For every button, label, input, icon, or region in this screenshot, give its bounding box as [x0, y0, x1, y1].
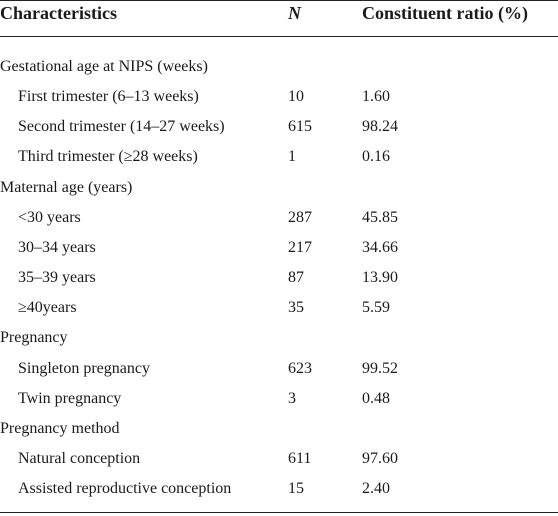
header-characteristics: Characteristics — [0, 3, 117, 23]
row-n: 10 — [288, 88, 304, 106]
row-n: 3 — [288, 389, 296, 407]
row-ratio: 1.60 — [362, 88, 390, 106]
row-n: 217 — [288, 238, 312, 256]
top-rule — [0, 0, 558, 1]
row-n: 287 — [288, 208, 312, 226]
row-ratio: 34.66 — [362, 238, 398, 256]
header-ratio: Constituent ratio (%) — [362, 3, 528, 23]
row-label: First trimester (6–13 weeks) — [18, 88, 199, 106]
row-ratio: 5.59 — [362, 299, 390, 317]
row-ratio: 2.40 — [362, 480, 390, 498]
row-label: Singleton pregnancy — [18, 359, 150, 377]
row-label: Third trimester (≥28 weeks) — [18, 148, 198, 166]
row-label: Assisted reproductive conception — [18, 480, 232, 498]
row-label: ≥40years — [18, 299, 77, 317]
row-label: <30 years — [18, 208, 81, 226]
group-label: Pregnancy — [0, 329, 68, 347]
row-n: 87 — [288, 269, 304, 287]
row-n: 615 — [288, 118, 312, 136]
group-label: Maternal age (years) — [0, 178, 133, 196]
header-n: N — [288, 3, 301, 23]
row-label: 35–39 years — [18, 269, 96, 287]
row-ratio: 0.16 — [362, 148, 390, 166]
group-label: Pregnancy method — [0, 419, 120, 437]
row-n: 15 — [288, 480, 304, 498]
row-label: Twin pregnancy — [18, 389, 122, 407]
bottom-rule — [0, 512, 558, 513]
header-rule — [0, 36, 558, 37]
row-n: 1 — [288, 148, 296, 166]
row-label: Second trimester (14–27 weeks) — [18, 118, 225, 136]
row-ratio: 0.48 — [362, 389, 390, 407]
row-label: 30–34 years — [18, 238, 96, 256]
row-ratio: 45.85 — [362, 208, 398, 226]
row-n: 623 — [288, 359, 312, 377]
row-ratio: 97.60 — [362, 449, 398, 467]
row-n: 35 — [288, 299, 304, 317]
row-ratio: 99.52 — [362, 359, 398, 377]
group-label: Gestational age at NIPS (weeks) — [0, 58, 208, 75]
row-ratio: 13.90 — [362, 269, 398, 287]
row-label: Natural conception — [18, 449, 141, 467]
row-ratio: 98.24 — [362, 118, 398, 136]
row-n: 611 — [288, 449, 312, 467]
